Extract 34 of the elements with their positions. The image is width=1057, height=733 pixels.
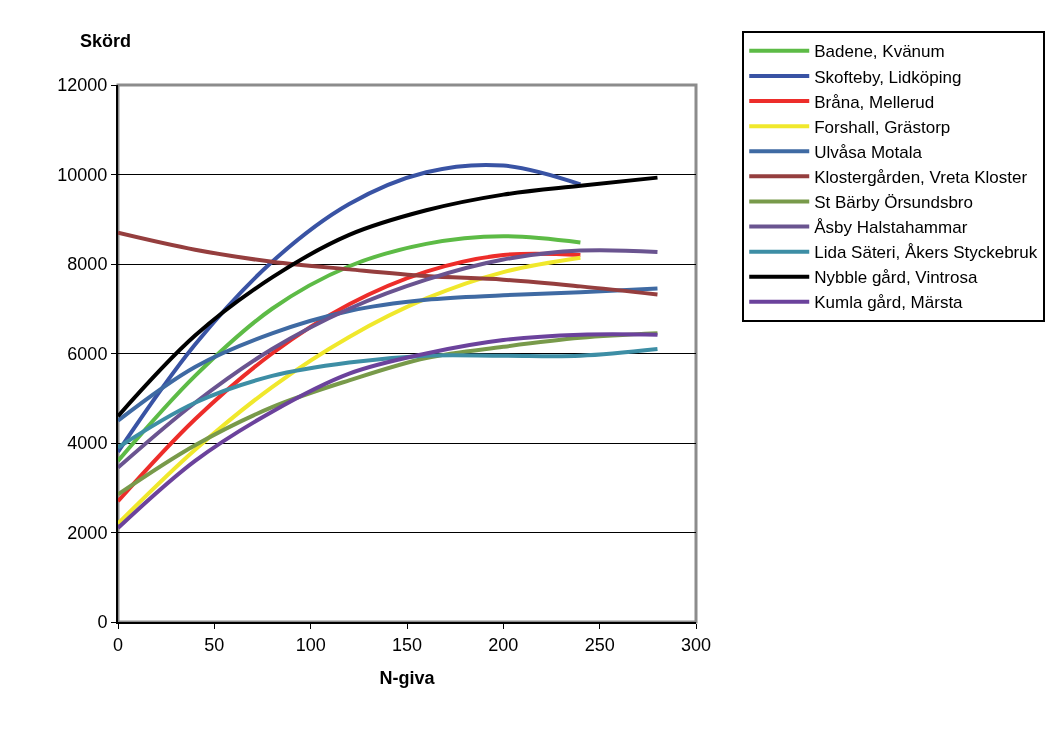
x-tick-label: 150 — [391, 634, 423, 655]
line-series — [118, 347, 660, 450]
legend-label: Nybble gård, Vintrosa — [814, 268, 978, 288]
line-series — [118, 234, 583, 463]
line-series — [118, 332, 660, 531]
legend-label: Skofteby, Lidköping — [814, 67, 962, 87]
legend-label: Klostergården, Vreta Kloster — [814, 167, 1028, 187]
legend-label: Åsby Halstahammar — [814, 218, 968, 238]
y-axis-title: Skörd — [80, 31, 132, 51]
x-tick-label: 0 — [112, 634, 124, 655]
y-tick-label: 8000 — [67, 254, 108, 275]
legend-label: Ulvåsa Motala — [814, 142, 923, 162]
y-tick-label: 4000 — [67, 433, 108, 454]
y-tick-label: 0 — [97, 612, 108, 633]
legend-label: Bråna, Mellerud — [814, 92, 935, 112]
line-series — [118, 230, 660, 297]
y-tick-label: 2000 — [67, 522, 108, 543]
x-tick-label: 300 — [680, 634, 712, 655]
line-series — [118, 248, 660, 470]
x-tick-label: 50 — [204, 634, 225, 655]
legend-label: St Bärby Örsundsbro — [814, 193, 973, 213]
legend-label: Forshall, Grästorp — [814, 117, 951, 137]
legend-label: Kumla gård, Märsta — [814, 293, 964, 313]
y-tick-label: 10000 — [57, 164, 108, 185]
x-axis-title: N-giva — [379, 668, 436, 689]
x-tick-label: 250 — [584, 634, 615, 655]
line-series — [118, 162, 583, 454]
line-series — [118, 286, 660, 423]
x-tick-label: 100 — [295, 634, 326, 655]
legend-label: Lida Säteri, Åkers Styckebruk — [814, 243, 1038, 263]
x-tick-label: 200 — [488, 634, 519, 655]
legend-label: Badene, Kvänum — [814, 42, 945, 62]
y-tick-label: 6000 — [67, 343, 108, 364]
y-tick-label: 12000 — [57, 75, 108, 96]
